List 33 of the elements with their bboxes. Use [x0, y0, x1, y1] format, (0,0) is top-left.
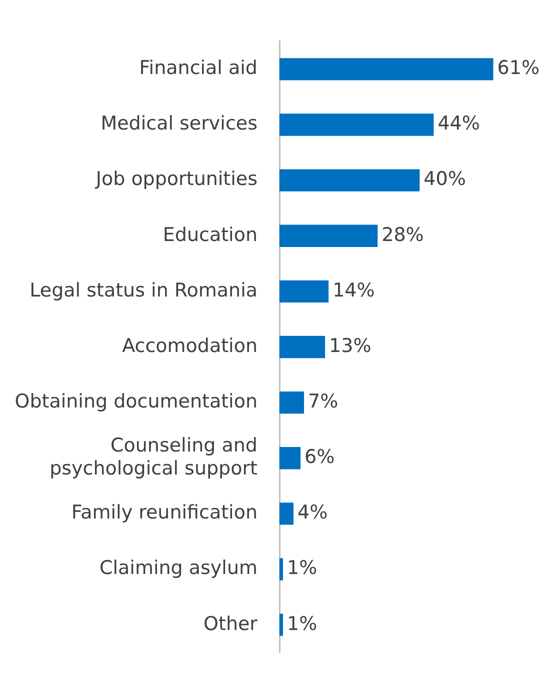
y-tick-label: Financial aid [139, 57, 258, 80]
data-label: 6% [304, 446, 335, 468]
data-label: 14% [332, 279, 375, 302]
y-tick-label: Medical services [100, 112, 258, 135]
bar [280, 391, 304, 414]
data-label: 40% [424, 168, 466, 190]
bar [280, 502, 294, 525]
bar [280, 280, 329, 303]
bar [280, 447, 301, 470]
data-label: 28% [382, 224, 424, 246]
y-tick-label: Accomodation [122, 334, 258, 357]
y-tick-label: Counseling and psychological support [50, 434, 258, 480]
y-tick-label: Claiming asylum [99, 557, 258, 580]
bar [280, 58, 494, 80]
y-tick-label: Other [204, 612, 258, 635]
y-tick-label: Obtaining documentation [14, 390, 258, 412]
y-tick-label: Family reunification [71, 502, 258, 524]
bar [280, 558, 284, 580]
data-label: 1% [287, 612, 318, 635]
data-label: 13% [329, 334, 372, 357]
y-tick-label: Legal status in Romania [30, 279, 258, 302]
data-label: 4% [298, 502, 328, 524]
data-label: 1% [287, 557, 318, 580]
bar [280, 614, 284, 636]
bar [280, 114, 434, 136]
data-label: 7% [308, 390, 338, 412]
bar [280, 336, 326, 358]
y-tick-label: Job opportunities [94, 168, 258, 190]
bar [280, 224, 378, 247]
data-label: 44% [438, 112, 480, 135]
data-label: 61% [497, 57, 540, 80]
bar [280, 169, 420, 192]
y-tick-label: Education [162, 224, 258, 246]
